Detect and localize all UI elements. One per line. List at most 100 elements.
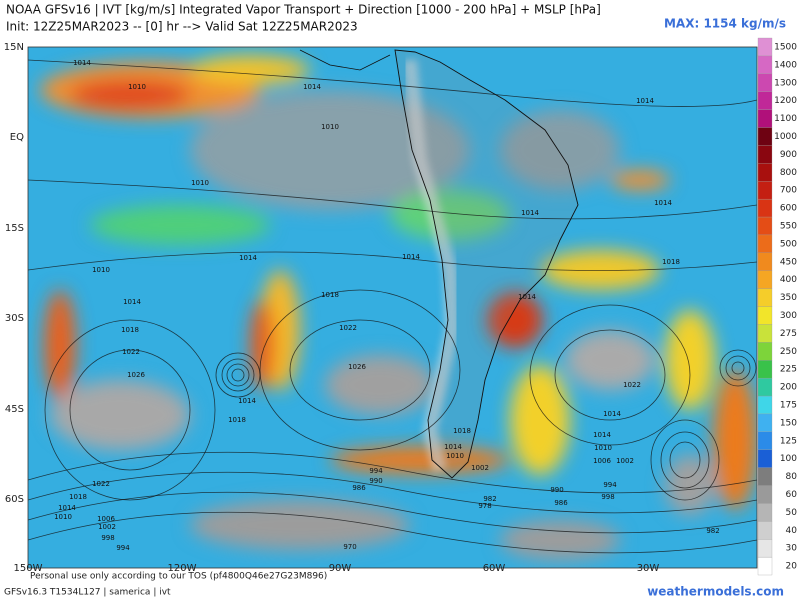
isobar-label: 1014 [593,431,611,439]
coastline [394,49,579,479]
colorbar-label: 40 [786,526,798,536]
colorbar-swatch [757,360,773,379]
colorbar-label: 50 [786,508,798,518]
isobar-label: 986 [352,484,366,492]
colorbar-label: 550 [780,221,797,231]
isobar-label: 1018 [69,493,87,501]
isobar-label: 1014 [73,59,91,67]
max-label: MAX: 1154 kg/m/s [664,17,786,31]
model-info: GFSv16.3 T1534L127 | samerica | ivt [4,588,171,598]
colorbar-label: 250 [780,347,797,357]
isobar-label: 986 [554,499,568,507]
colorbar-label: 175 [780,400,797,410]
lat-label: 15S [5,223,24,234]
isobar-label: 978 [478,502,491,510]
map [28,47,757,568]
colorbar-swatch [757,181,773,200]
isobar-label: 998 [101,534,114,542]
colorbar-swatch [757,395,773,415]
tos-note: Personal use only according to our TOS (… [30,572,327,582]
colorbar-swatch [757,91,773,110]
isobar-label: 1026 [348,363,366,371]
colorbar-label: 125 [780,436,797,446]
colorbar-swatch [757,216,773,236]
colorbar-label: 225 [780,365,797,375]
colorbar-swatch [757,342,773,361]
isobar-label: 994 [603,481,617,489]
isobar-label: 1010 [92,266,110,274]
colorbar-label: 150 [780,418,797,428]
isobar-label: 998 [601,493,614,501]
colorbar-label: 400 [780,275,797,285]
title: NOAA GFSv16 | IVT [kg/m/s] Integrated Va… [6,3,601,17]
colorbar-swatch [757,198,773,218]
isobar-label: 1018 [453,427,471,435]
colorbar-label: 800 [780,168,797,178]
colorbar-label: 20 [786,562,798,572]
colorbar-swatch [757,234,773,253]
colorbar-label: 1300 [774,78,797,88]
lat-label: 15N [4,42,24,53]
isobar-label: 990 [550,486,563,494]
isobar-label: 1026 [127,371,145,379]
lat-label: 45S [5,404,24,415]
colorbar-swatch [757,556,773,576]
colorbar-swatch [757,73,773,92]
lon-label: 120W [168,563,197,574]
isobar-label: 1022 [623,381,641,389]
isobar-label: 1006 [97,515,115,523]
colorbar-swatch [757,503,773,522]
lat-label: EQ [10,132,24,143]
isobar-label: 1010 [594,444,612,452]
isobar-label: 1014 [303,83,321,91]
colorbar-swatch [757,37,773,57]
isobar-label: 990 [369,477,382,485]
colorbar-swatch [757,163,773,182]
lon-label: 30W [637,563,660,574]
colorbar-swatch [757,324,773,343]
colorbar-label: 700 [780,186,797,196]
colorbar-swatch [757,145,773,164]
isobar-label: 1014 [521,209,539,217]
map-frame [27,46,758,569]
colorbar-label: 1400 [774,60,797,70]
colorbar-label: 100 [780,454,797,464]
isobar-label: 982 [706,527,719,535]
colorbar-label: 1500 [774,42,797,52]
lat-label: 60S [5,494,24,505]
isobar-label: 1022 [339,324,357,332]
colorbar-label: 30 [786,544,798,554]
isobar-label: 1022 [92,480,110,488]
coastline [299,49,391,71]
lon-label: 60W [483,563,506,574]
colorbar-label: 300 [780,311,797,321]
isobar-label: 1018 [662,258,680,266]
isobar-label: 1010 [191,179,209,187]
colorbar-swatch [757,127,773,146]
isobar-label: 970 [343,543,356,551]
colorbar-swatch [757,431,773,450]
colorbar-swatch [757,109,773,128]
colorbar-swatch [757,539,773,558]
isobar-label: 1014 [654,199,672,207]
colorbar-label: 1000 [774,132,797,142]
isobar-label: 1014 [636,97,654,105]
isobar-label: 982 [483,495,496,503]
isobar-label: 1014 [239,254,257,262]
site-link[interactable]: weathermodels.com [647,585,784,599]
isobar-label: 1014 [58,504,76,512]
colorbar-swatch [757,377,773,397]
colorbar-label: 900 [780,150,797,160]
isobar-label: 1018 [121,326,139,334]
colorbar-label: 1100 [774,114,797,124]
colorbar-label: 275 [780,329,797,339]
isobar-label: 994 [369,467,383,475]
colorbar-swatch [757,252,773,271]
colorbar-swatch [757,270,773,289]
colorbar-label: 1200 [774,96,797,106]
colorbar-swatch [757,449,773,468]
colorbar-swatch [757,306,773,325]
colorbar-label: 80 [786,472,798,482]
colorbar-swatch [757,521,773,540]
